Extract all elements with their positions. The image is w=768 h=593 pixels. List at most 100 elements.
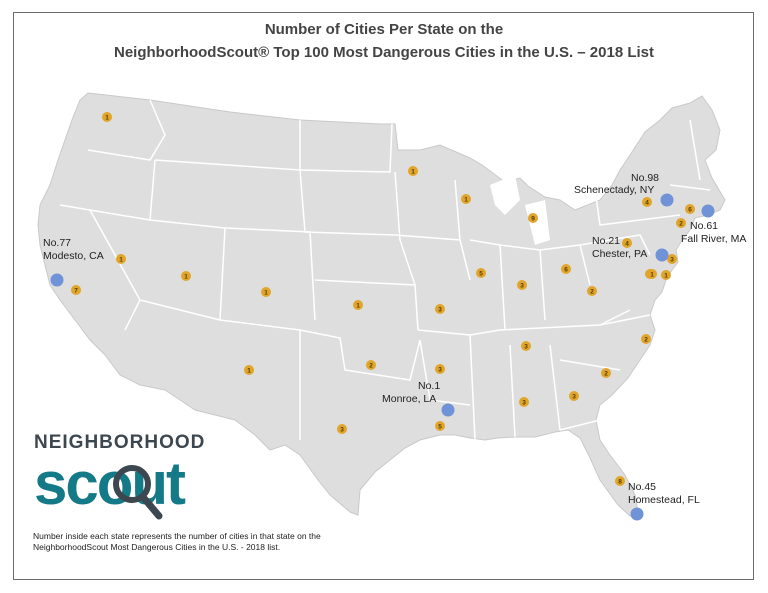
badge-count: 3 — [524, 343, 528, 350]
badge-count: 1 — [247, 367, 251, 374]
badge-count: 1 — [464, 196, 468, 203]
badge-count: 3 — [522, 399, 526, 406]
badge-count: 1 — [411, 168, 415, 175]
neighborhoodscout-logo: NEIGHBORHOOD scout — [34, 432, 214, 532]
badge-count: 3 — [438, 366, 442, 373]
badge-circle — [622, 238, 632, 248]
badge-count: 1 — [184, 273, 188, 280]
badge-mn: 1 — [408, 166, 418, 176]
marker-modesto — [50, 273, 64, 287]
magnifier-icon — [113, 465, 151, 503]
badge-la: 5 — [435, 421, 445, 431]
badge-count: 8 — [618, 478, 622, 485]
badge-count: 1 — [356, 302, 360, 309]
badge-count: 4 — [625, 240, 629, 247]
badge-circle — [102, 112, 112, 122]
badge-circle — [519, 397, 529, 407]
badge-circle — [615, 476, 625, 486]
badge-in: 3 — [517, 280, 527, 290]
city-markers — [50, 193, 715, 521]
badge-circle — [561, 264, 571, 274]
badge-count: 1 — [264, 289, 268, 296]
badge-count: 5 — [479, 270, 483, 277]
badge-count: 1 — [650, 271, 654, 278]
badge-count: 9 — [531, 215, 535, 222]
badge-circle — [647, 269, 657, 279]
badge-circle — [435, 364, 445, 374]
badge-va: 2 — [587, 286, 597, 296]
badge-circle — [641, 334, 651, 344]
badge-count: 2 — [590, 288, 594, 295]
badge-circle — [642, 197, 652, 207]
badge-wa: 1 — [102, 112, 112, 122]
badge-circle — [244, 365, 254, 375]
badge-fl: 8 — [615, 476, 625, 486]
marker-monroe — [441, 403, 455, 417]
marker-fall-river — [701, 204, 715, 218]
badge-co: 1 — [261, 287, 271, 297]
schenectady-name: Schenectady, NY — [574, 184, 654, 196]
badge-al: 3 — [519, 397, 529, 407]
badge-circle — [569, 391, 579, 401]
map-footnote: Number inside each state represents the … — [33, 531, 321, 552]
badge-ma: 6 — [685, 204, 695, 214]
badge-circle — [435, 421, 445, 431]
badge-circle — [476, 268, 486, 278]
logo-top-text: NEIGHBORHOOD — [34, 432, 206, 453]
badge-ut: 1 — [181, 271, 191, 281]
schenectady-rank: No.98 — [631, 172, 659, 184]
badge-circle — [461, 194, 471, 204]
badge-circle — [261, 287, 271, 297]
lakes — [490, 175, 550, 245]
badge-circle — [601, 368, 611, 378]
state-borders — [59, 99, 711, 441]
badge-ar: 3 — [435, 364, 445, 374]
badge-circle — [667, 254, 677, 264]
badge-count: 6 — [688, 206, 692, 213]
badge-count: 1 — [105, 114, 109, 121]
badge-circle — [71, 285, 81, 295]
badge-nc: 2 — [641, 334, 651, 344]
badge-tx: 3 — [337, 424, 347, 434]
badge-mi: 9 — [528, 213, 538, 223]
fall-river-rank: No.61 — [690, 220, 718, 232]
badge-count: 5 — [438, 423, 442, 430]
badge-count: 3 — [438, 306, 442, 313]
badge-sc: 2 — [601, 368, 611, 378]
logo-bottom-text: scout — [34, 452, 186, 517]
badge-md: 1 — [661, 270, 671, 280]
badge-circle — [435, 304, 445, 314]
badge-il: 5 — [476, 268, 486, 278]
marker-chester — [655, 248, 669, 262]
badge-circle — [517, 280, 527, 290]
badge-count: 4 — [645, 199, 649, 206]
badge-circle — [353, 300, 363, 310]
fall-river-name: Fall River, MA — [681, 233, 746, 245]
badge-count: 3 — [520, 282, 524, 289]
title-line-2: NeighborhoodScout® Top 100 Most Dangerou… — [113, 44, 654, 61]
modesto-rank: No.77 — [43, 237, 71, 249]
badge-count: 3 — [340, 426, 344, 433]
badge-wi: 1 — [461, 194, 471, 204]
badge-count: 3 — [572, 393, 576, 400]
badge-circle — [181, 271, 191, 281]
badge-ct: 2 — [676, 218, 686, 228]
monroe-rank: No.1 — [418, 380, 440, 392]
badge-circle — [661, 270, 671, 280]
badge-circle — [528, 213, 538, 223]
monroe-name: Monroe, LA — [382, 393, 436, 405]
badge-circle — [521, 341, 531, 351]
badge-count: 2 — [369, 362, 373, 369]
chester-rank: No.21 — [592, 235, 620, 247]
badge-circle — [408, 166, 418, 176]
badge-count: 1 — [664, 272, 668, 279]
title-line-1: Number of Cities Per State on the — [264, 21, 504, 38]
badge-count: 2 — [644, 336, 648, 343]
homestead-rank: No.45 — [628, 481, 656, 493]
badge-ok: 2 — [366, 360, 376, 370]
modesto-name: Modesto, CA — [43, 250, 104, 262]
badge-ca: 7 — [71, 285, 81, 295]
badge-circle — [366, 360, 376, 370]
badge-nj: 3 — [667, 254, 677, 264]
